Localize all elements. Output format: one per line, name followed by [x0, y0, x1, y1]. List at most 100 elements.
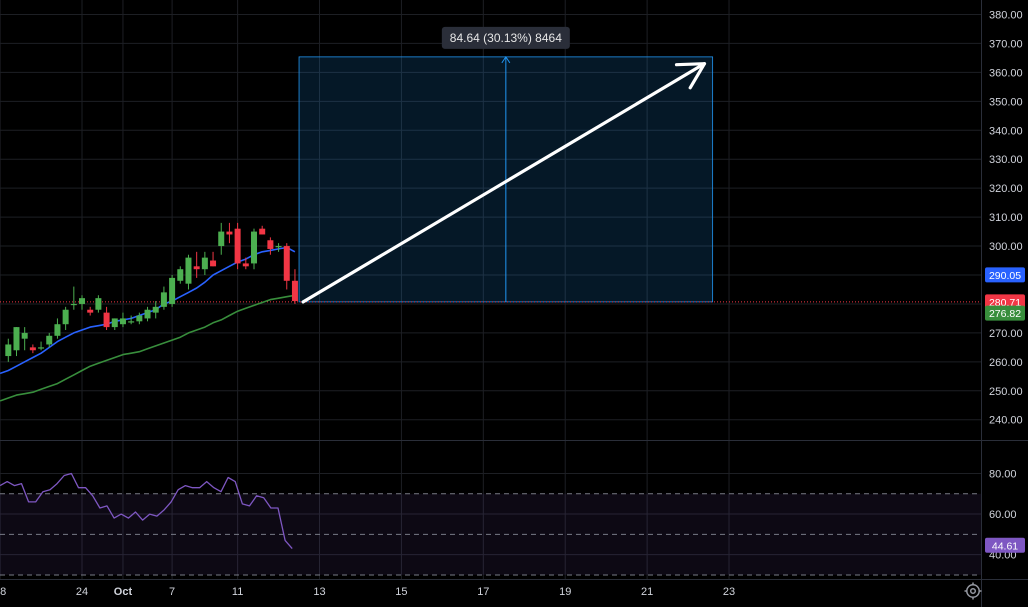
candle [226, 222, 233, 244]
price-tick-label: 270.00 [989, 328, 1023, 340]
price-tick-label: 320.00 [989, 183, 1023, 195]
measurement-arrowhead [501, 55, 511, 64]
candle-body [185, 257, 192, 284]
candle-body [234, 228, 241, 264]
candle [169, 275, 176, 307]
candle-body [29, 347, 36, 351]
measurement-label-box [441, 26, 570, 49]
price-tick-label: 330.00 [989, 154, 1023, 166]
candle-body [201, 257, 208, 270]
candle-body [54, 324, 61, 336]
time-tick-label: 17 [477, 586, 489, 598]
chart-settings-button[interactable] [962, 580, 984, 602]
candle [87, 306, 94, 316]
candle-body [46, 335, 53, 345]
candle [128, 315, 135, 325]
candle [136, 312, 143, 325]
oscillator-last-value-label: 44.61 [992, 540, 1018, 552]
candle-body [111, 318, 118, 328]
time-tick-label: 18 [0, 586, 6, 598]
candle [46, 332, 53, 348]
last-value-label-box [985, 267, 1025, 283]
last-value-label: 276.82 [989, 308, 1021, 320]
candle-body [13, 327, 20, 351]
price-tick-label: 370.00 [989, 38, 1023, 50]
candle-body [283, 246, 290, 281]
time-tick-label: 7 [169, 586, 175, 598]
candle-body [95, 298, 102, 310]
candle-body [267, 240, 274, 249]
candle-body [251, 231, 257, 264]
time-tick-label: Oct [114, 586, 133, 598]
oscillator-tick-label: 60.00 [989, 509, 1017, 521]
candle-body [259, 228, 266, 235]
measurement-label: 84.64 (30.13%) 8464 [450, 31, 562, 45]
candle-body [38, 347, 45, 349]
candle [79, 295, 86, 310]
time-tick-label: 21 [641, 586, 653, 598]
price-tick-label: 380.00 [989, 9, 1023, 21]
candle [70, 286, 77, 310]
time-tick-label: 19 [559, 586, 571, 598]
candle-body [144, 309, 151, 319]
candle-body [210, 260, 217, 267]
time-tick-label: 15 [395, 586, 407, 598]
candle-body [70, 303, 77, 306]
candle [283, 243, 290, 290]
price-tick-label: 310.00 [989, 212, 1023, 224]
candle-body [169, 277, 176, 304]
price-tick-label: 340.00 [989, 125, 1023, 137]
candle [193, 251, 200, 278]
trend-arrow-line [301, 62, 707, 304]
candle-body [193, 266, 200, 270]
candle [242, 257, 249, 270]
candle [267, 237, 274, 255]
candle-body [128, 321, 135, 323]
price-tick-label: 350.00 [989, 96, 1023, 108]
last-value-label-box [985, 294, 1025, 310]
candle [5, 338, 12, 362]
candle-body [160, 292, 167, 307]
candle [62, 306, 69, 330]
price-tick-label: 300.00 [989, 241, 1023, 253]
candle [218, 222, 225, 255]
candle [54, 318, 61, 339]
candle [95, 295, 102, 313]
candle-body [5, 344, 12, 357]
price-tick-label: 260.00 [989, 357, 1023, 369]
gear-icon [964, 582, 982, 600]
last-value-label: 290.05 [989, 270, 1021, 282]
candle-body [21, 332, 28, 339]
candle [111, 318, 118, 330]
oscillator-tick-label: 80.00 [989, 468, 1017, 480]
candle [119, 312, 126, 328]
candle [21, 327, 28, 351]
candle-body [62, 309, 69, 325]
candle [251, 228, 257, 270]
oscillator-last-value-label-box [985, 537, 1025, 553]
candle [275, 243, 282, 252]
candle [144, 306, 151, 322]
candle-body [79, 298, 86, 304]
candle [103, 306, 110, 330]
candle [38, 341, 45, 351]
candle-body [87, 309, 94, 313]
candle-body [218, 231, 225, 247]
moving-average-line-2 [0, 294, 296, 402]
candle [291, 269, 298, 304]
candle [177, 266, 184, 284]
price-tick-label: 240.00 [989, 415, 1023, 427]
trend-arrowhead [674, 62, 707, 90]
candle [185, 254, 192, 290]
candle-body [226, 231, 233, 235]
time-tick-label: 13 [313, 586, 325, 598]
candle [13, 327, 20, 357]
candle-body [119, 318, 126, 325]
candle-body [152, 306, 159, 313]
candle-body [291, 280, 298, 302]
candle-body [136, 315, 143, 322]
price-tick-label: 360.00 [989, 67, 1023, 79]
candle [234, 222, 241, 270]
